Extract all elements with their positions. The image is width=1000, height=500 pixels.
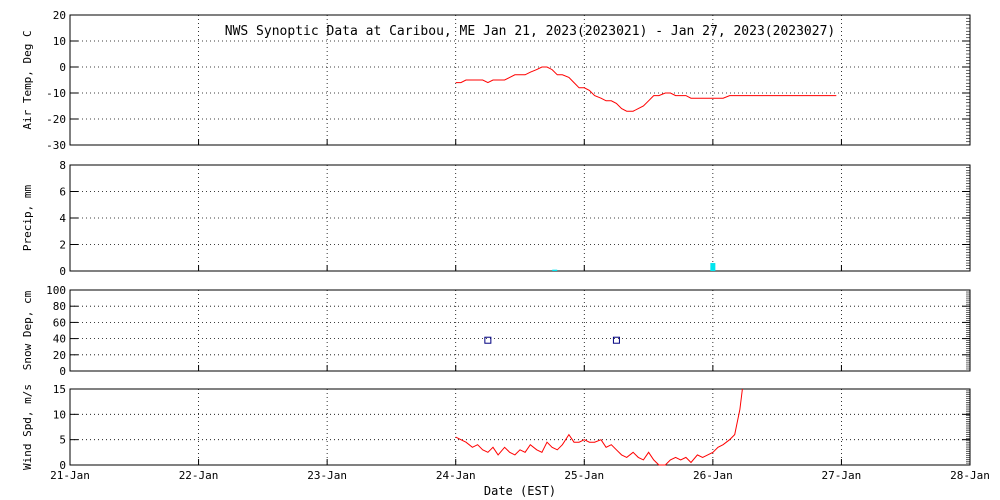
x-tick-labels: 21-Jan 22-Jan 23-Jan 24-Jan 25-Jan 26-Jan 27-J…: [50, 469, 990, 482]
x-tick-label: 28-Jan: [950, 469, 990, 482]
y-tick-label: 10: [53, 408, 66, 421]
y-tick-label: 20: [53, 349, 66, 362]
precip-bar: [552, 269, 558, 271]
y-axis-label: Precip, mm: [21, 185, 34, 252]
y-tick-label: -30: [46, 139, 66, 152]
panel-frame: [69, 289, 971, 372]
precip-bar: [710, 263, 716, 271]
y-axis-label: Air Temp, Deg C: [21, 30, 34, 129]
snow-depth-point: [484, 336, 492, 344]
panel-snow_depth: 100 80 60 40 20 0 Snow Dep, cm: [21, 284, 971, 378]
series-line-air_temp: [455, 66, 837, 112]
x-tick-label: 22-Jan: [179, 469, 219, 482]
x-tick-label: 25-Jan: [564, 469, 604, 482]
y-tick-label: -10: [46, 87, 66, 100]
y-tick-label: 40: [53, 333, 66, 346]
snow-depth-point: [612, 336, 620, 344]
y-tick-label: 8: [59, 159, 66, 172]
y-tick-label: 80: [53, 300, 66, 313]
panel-precip: 8 6 4 2 0 Precip, mm: [21, 159, 971, 278]
y-tick-label: 2: [59, 239, 66, 252]
y-tick-label: 100: [46, 284, 66, 297]
chart-title: NWS Synoptic Data at Caribou, ME Jan 21,…: [225, 24, 835, 39]
y-tick-label: -20: [46, 113, 66, 126]
y-tick-label: 5: [59, 434, 66, 447]
y-tick-label: 10: [53, 35, 66, 48]
y-tick-label: 0: [59, 459, 66, 472]
y-tick-label: 0: [59, 265, 66, 278]
series-line-wind_speed: [455, 388, 743, 466]
x-axis-label: Date (EST): [484, 484, 556, 498]
y-tick-label: 6: [59, 186, 66, 199]
y-tick-label: 0: [59, 61, 66, 74]
x-tick-label: 26-Jan: [693, 469, 733, 482]
x-tick-label: 24-Jan: [436, 469, 476, 482]
panel-frame: [69, 388, 971, 466]
y-tick-label: 15: [53, 383, 66, 396]
x-tick-label: 23-Jan: [307, 469, 347, 482]
y-axis-label: Snow Dep, cm: [21, 290, 34, 370]
x-tick-label: 27-Jan: [822, 469, 862, 482]
panel-wind_speed: 15 10 5 0 Wind Spd, m/s: [21, 383, 971, 472]
y-tick-label: 4: [59, 212, 66, 225]
y-tick-label: 20: [53, 9, 66, 22]
y-tick-label: 60: [53, 316, 66, 329]
panel-air_temp: 20 10 0 -10 -20 -30 Air Temp, Deg C: [21, 9, 971, 152]
x-tick-label: 21-Jan: [50, 469, 90, 482]
y-tick-label: 0: [59, 365, 66, 378]
y-axis-label: Wind Spd, m/s: [21, 384, 34, 470]
